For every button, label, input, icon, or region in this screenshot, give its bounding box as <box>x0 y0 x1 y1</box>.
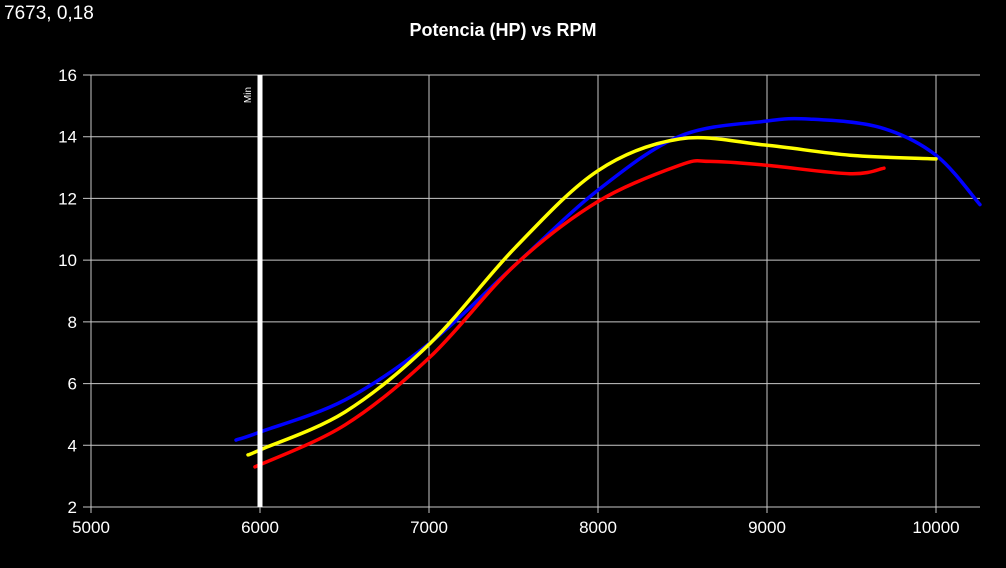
x-tick-label: 5000 <box>72 518 110 537</box>
series-line-blue <box>234 116 982 442</box>
y-tick-label: 2 <box>68 498 77 517</box>
x-tick-label: 6000 <box>241 518 279 537</box>
x-tick-label: 7000 <box>410 518 448 537</box>
y-tick-label: 10 <box>58 251 77 270</box>
y-tick-label: 14 <box>58 128 77 147</box>
x-tick-label: 10000 <box>912 518 959 537</box>
series-lines <box>234 116 982 469</box>
series-line-red <box>253 158 886 469</box>
min-marker-label: Min <box>243 87 254 103</box>
y-tick-label: 12 <box>58 189 77 208</box>
y-tick-label: 4 <box>68 436 77 455</box>
y-tick-label: 8 <box>68 313 77 332</box>
min-marker: Min <box>243 75 263 507</box>
cursor-readout: 7673, 0,18 <box>4 3 94 24</box>
series-line-yellow <box>246 135 938 457</box>
y-tick-label: 6 <box>68 375 77 394</box>
x-tick-label: 9000 <box>748 518 786 537</box>
y-tick-label: 16 <box>58 66 77 85</box>
x-tick-label: 8000 <box>579 518 617 537</box>
tick-labels: 2 4 6 8 10 12 14 16 5000 6000 7000 8000 9000 10000 <box>58 66 960 537</box>
grid <box>83 74 980 513</box>
chart-title: Potencia (HP) vs RPM <box>409 20 596 40</box>
